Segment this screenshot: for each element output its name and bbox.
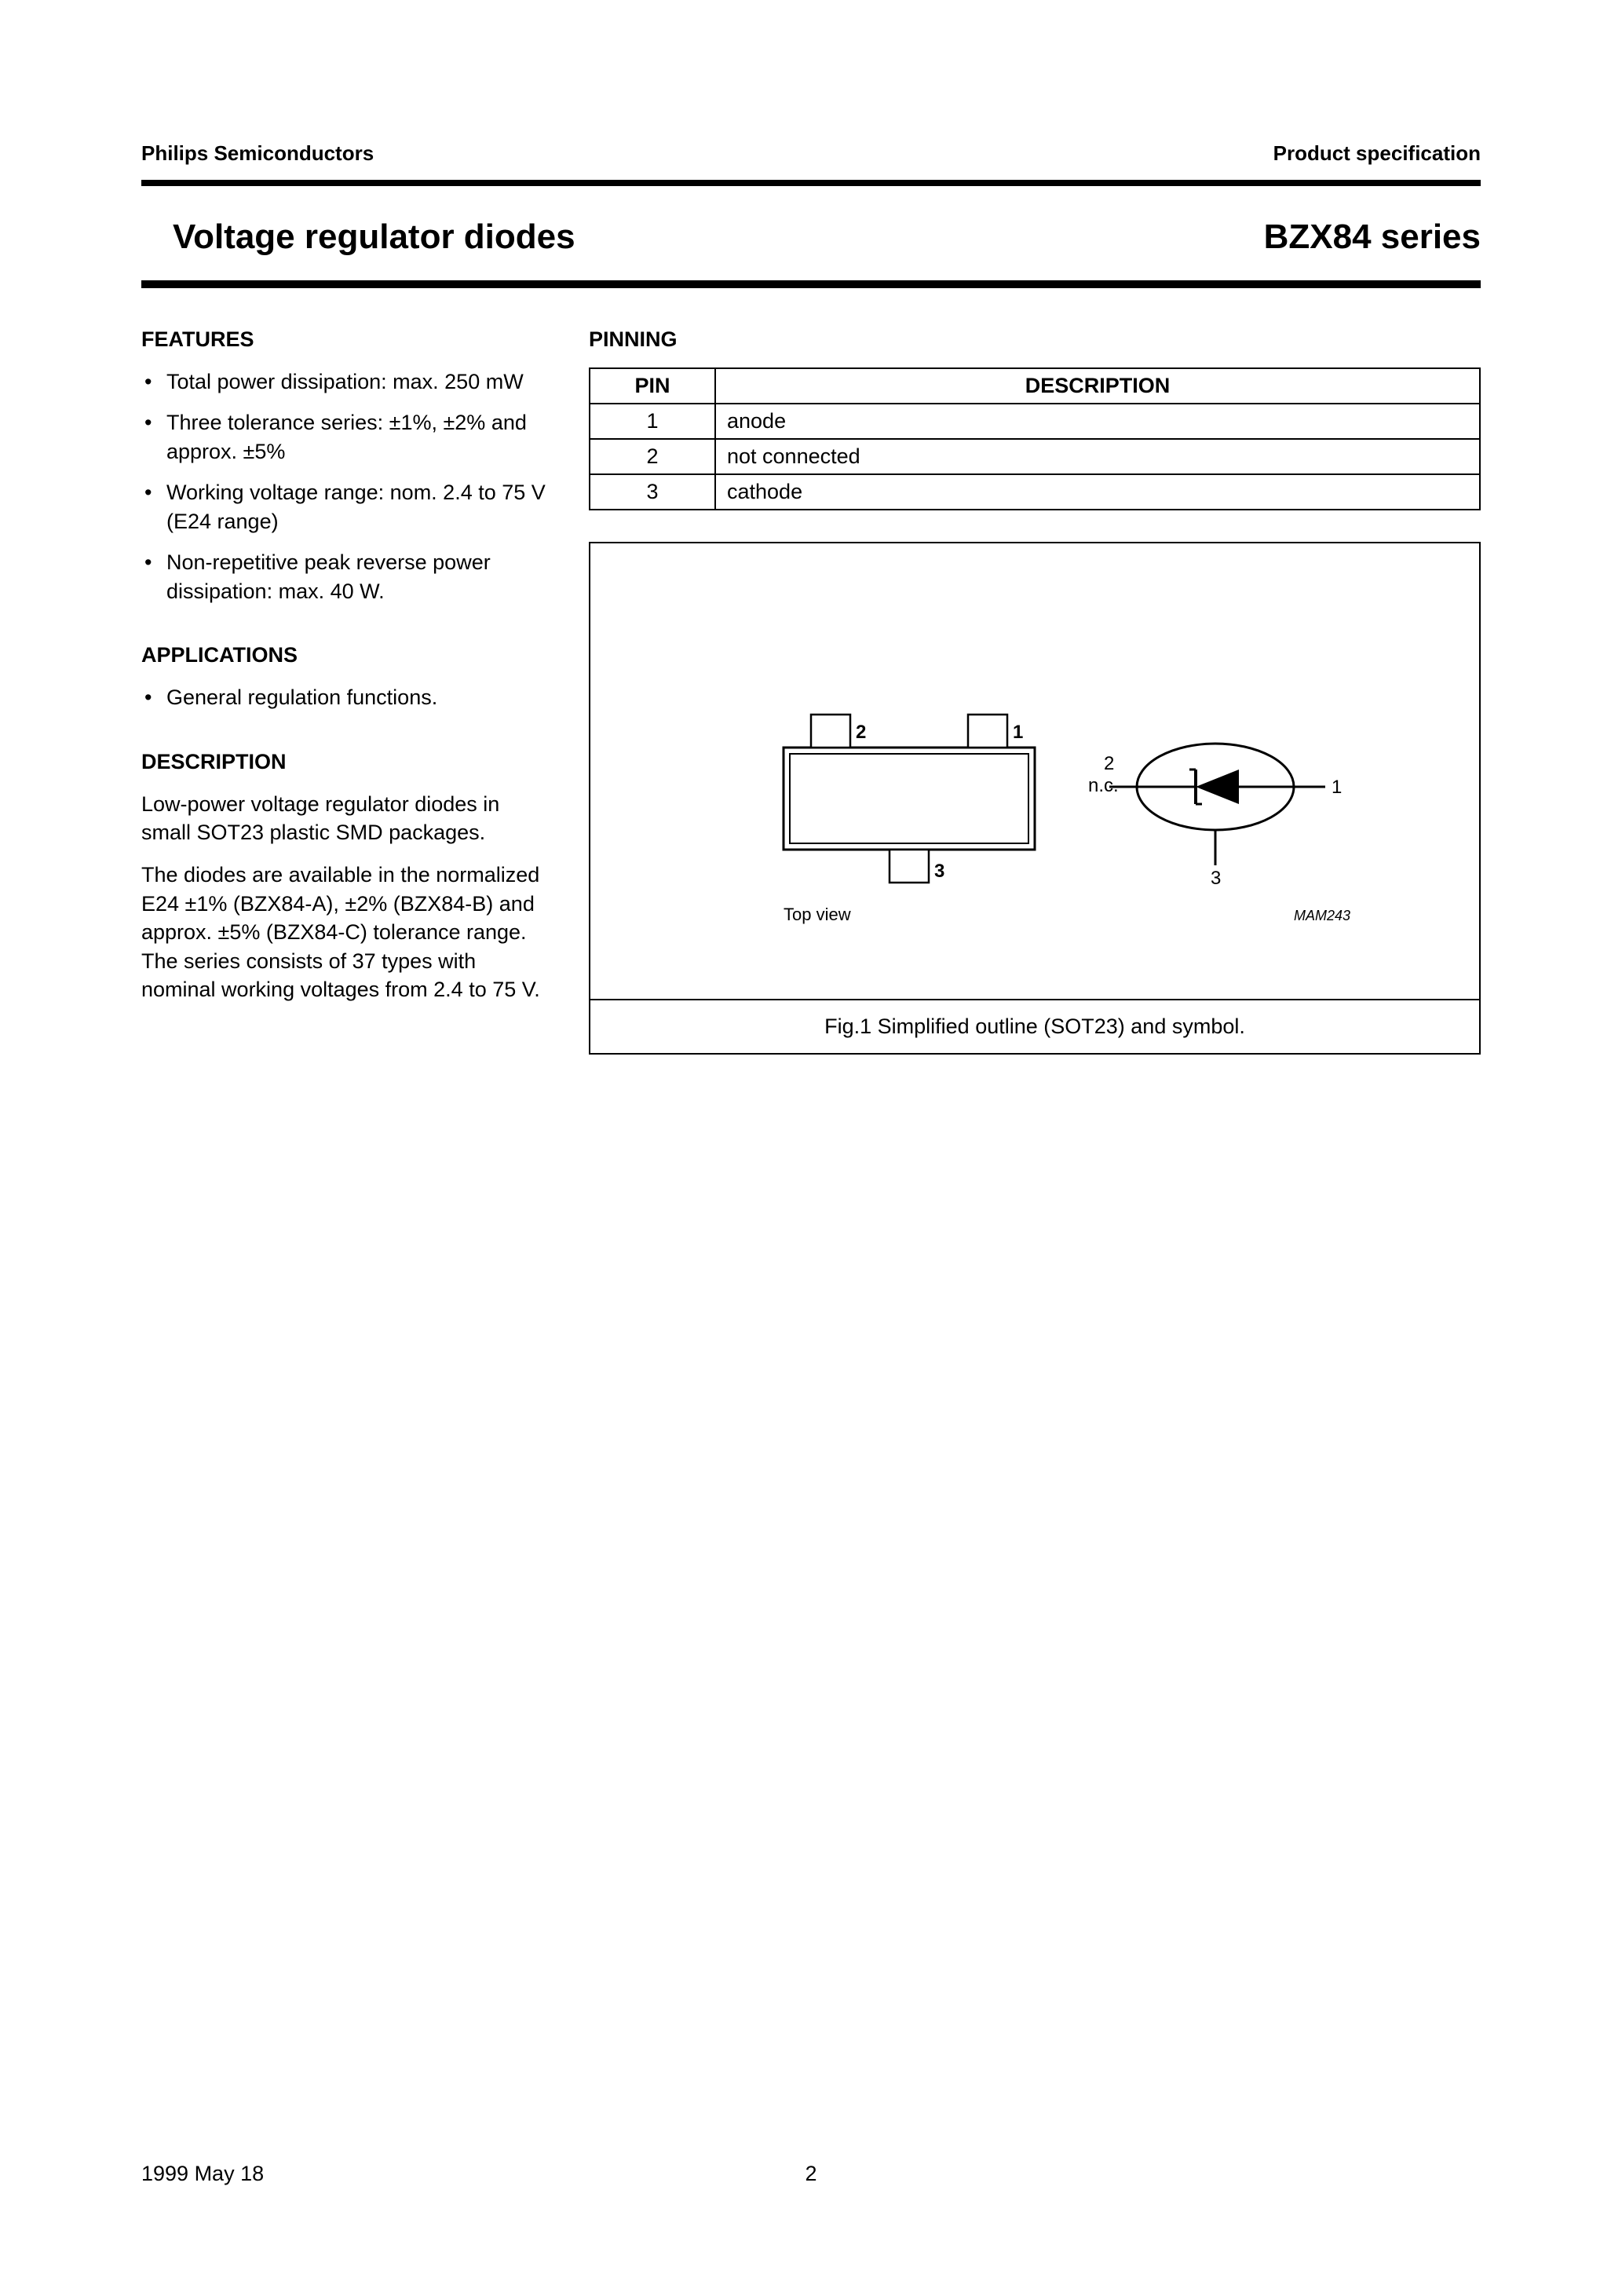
svg-text:MAM243: MAM243: [1294, 908, 1350, 923]
right-column: PINNING PIN DESCRIPTION 1 anode 2 not co…: [589, 327, 1481, 1055]
features-heading: FEATURES: [141, 327, 550, 352]
content-area: FEATURES Total power dissipation: max. 2…: [141, 327, 1481, 1055]
pin-number: 3: [590, 474, 715, 510]
pin-description: cathode: [715, 474, 1480, 510]
list-item: Total power dissipation: max. 250 mW: [141, 367, 550, 396]
figure-box: 123Top viewMAM24312n.c.3 Fig.1 Simplifie…: [589, 542, 1481, 1055]
title-row: Voltage regulator diodes BZX84 series: [141, 218, 1481, 257]
list-item: Working voltage range: nom. 2.4 to 75 V …: [141, 478, 550, 536]
pin-description: anode: [715, 404, 1480, 439]
applications-list: General regulation functions.: [141, 683, 550, 711]
header-left: Philips Semiconductors: [141, 141, 374, 166]
figure-svg: 123Top viewMAM24312n.c.3: [590, 543, 1479, 999]
figure-canvas: 123Top viewMAM24312n.c.3: [590, 543, 1479, 999]
svg-text:2: 2: [856, 722, 866, 743]
pin-number: 2: [590, 439, 715, 474]
col-description: DESCRIPTION: [715, 368, 1480, 404]
pin-number: 1: [590, 404, 715, 439]
description-para: Low-power voltage regulator diodes in sm…: [141, 790, 550, 847]
left-column: FEATURES Total power dissipation: max. 2…: [141, 327, 550, 1055]
table-row: 1 anode: [590, 404, 1480, 439]
page-footer: 1999 May 18 2: [141, 2162, 1481, 2186]
svg-text:1: 1: [1013, 722, 1023, 743]
svg-text:n.c.: n.c.: [1088, 775, 1119, 796]
description-para: The diodes are available in the normaliz…: [141, 861, 550, 1004]
doc-series: BZX84 series: [1264, 218, 1481, 257]
svg-text:3: 3: [934, 861, 944, 882]
footer-page-number: 2: [805, 2162, 816, 2186]
table-row: 3 cathode: [590, 474, 1480, 510]
list-item: General regulation functions.: [141, 683, 550, 711]
description-heading: DESCRIPTION: [141, 750, 550, 774]
svg-text:1: 1: [1332, 777, 1342, 798]
table-header-row: PIN DESCRIPTION: [590, 368, 1480, 404]
col-pin: PIN: [590, 368, 715, 404]
header-right: Product specification: [1273, 141, 1481, 166]
list-item: Three tolerance series: ±1%, ±2% and app…: [141, 408, 550, 466]
svg-text:2: 2: [1104, 753, 1114, 774]
footer-date: 1999 May 18: [141, 2162, 264, 2186]
pinning-table: PIN DESCRIPTION 1 anode 2 not connected …: [589, 367, 1481, 510]
title-rule: [141, 280, 1481, 288]
svg-text:3: 3: [1211, 868, 1221, 889]
svg-text:Top view: Top view: [784, 905, 851, 924]
applications-heading: APPLICATIONS: [141, 643, 550, 667]
header-rule: [141, 180, 1481, 186]
doc-title: Voltage regulator diodes: [173, 218, 575, 257]
features-list: Total power dissipation: max. 250 mW Thr…: [141, 367, 550, 605]
list-item: Non-repetitive peak reverse power dissip…: [141, 548, 550, 605]
figure-caption: Fig.1 Simplified outline (SOT23) and sym…: [590, 999, 1479, 1053]
pin-description: not connected: [715, 439, 1480, 474]
pinning-heading: PINNING: [589, 327, 1481, 352]
page-header: Philips Semiconductors Product specifica…: [141, 141, 1481, 166]
table-row: 2 not connected: [590, 439, 1480, 474]
